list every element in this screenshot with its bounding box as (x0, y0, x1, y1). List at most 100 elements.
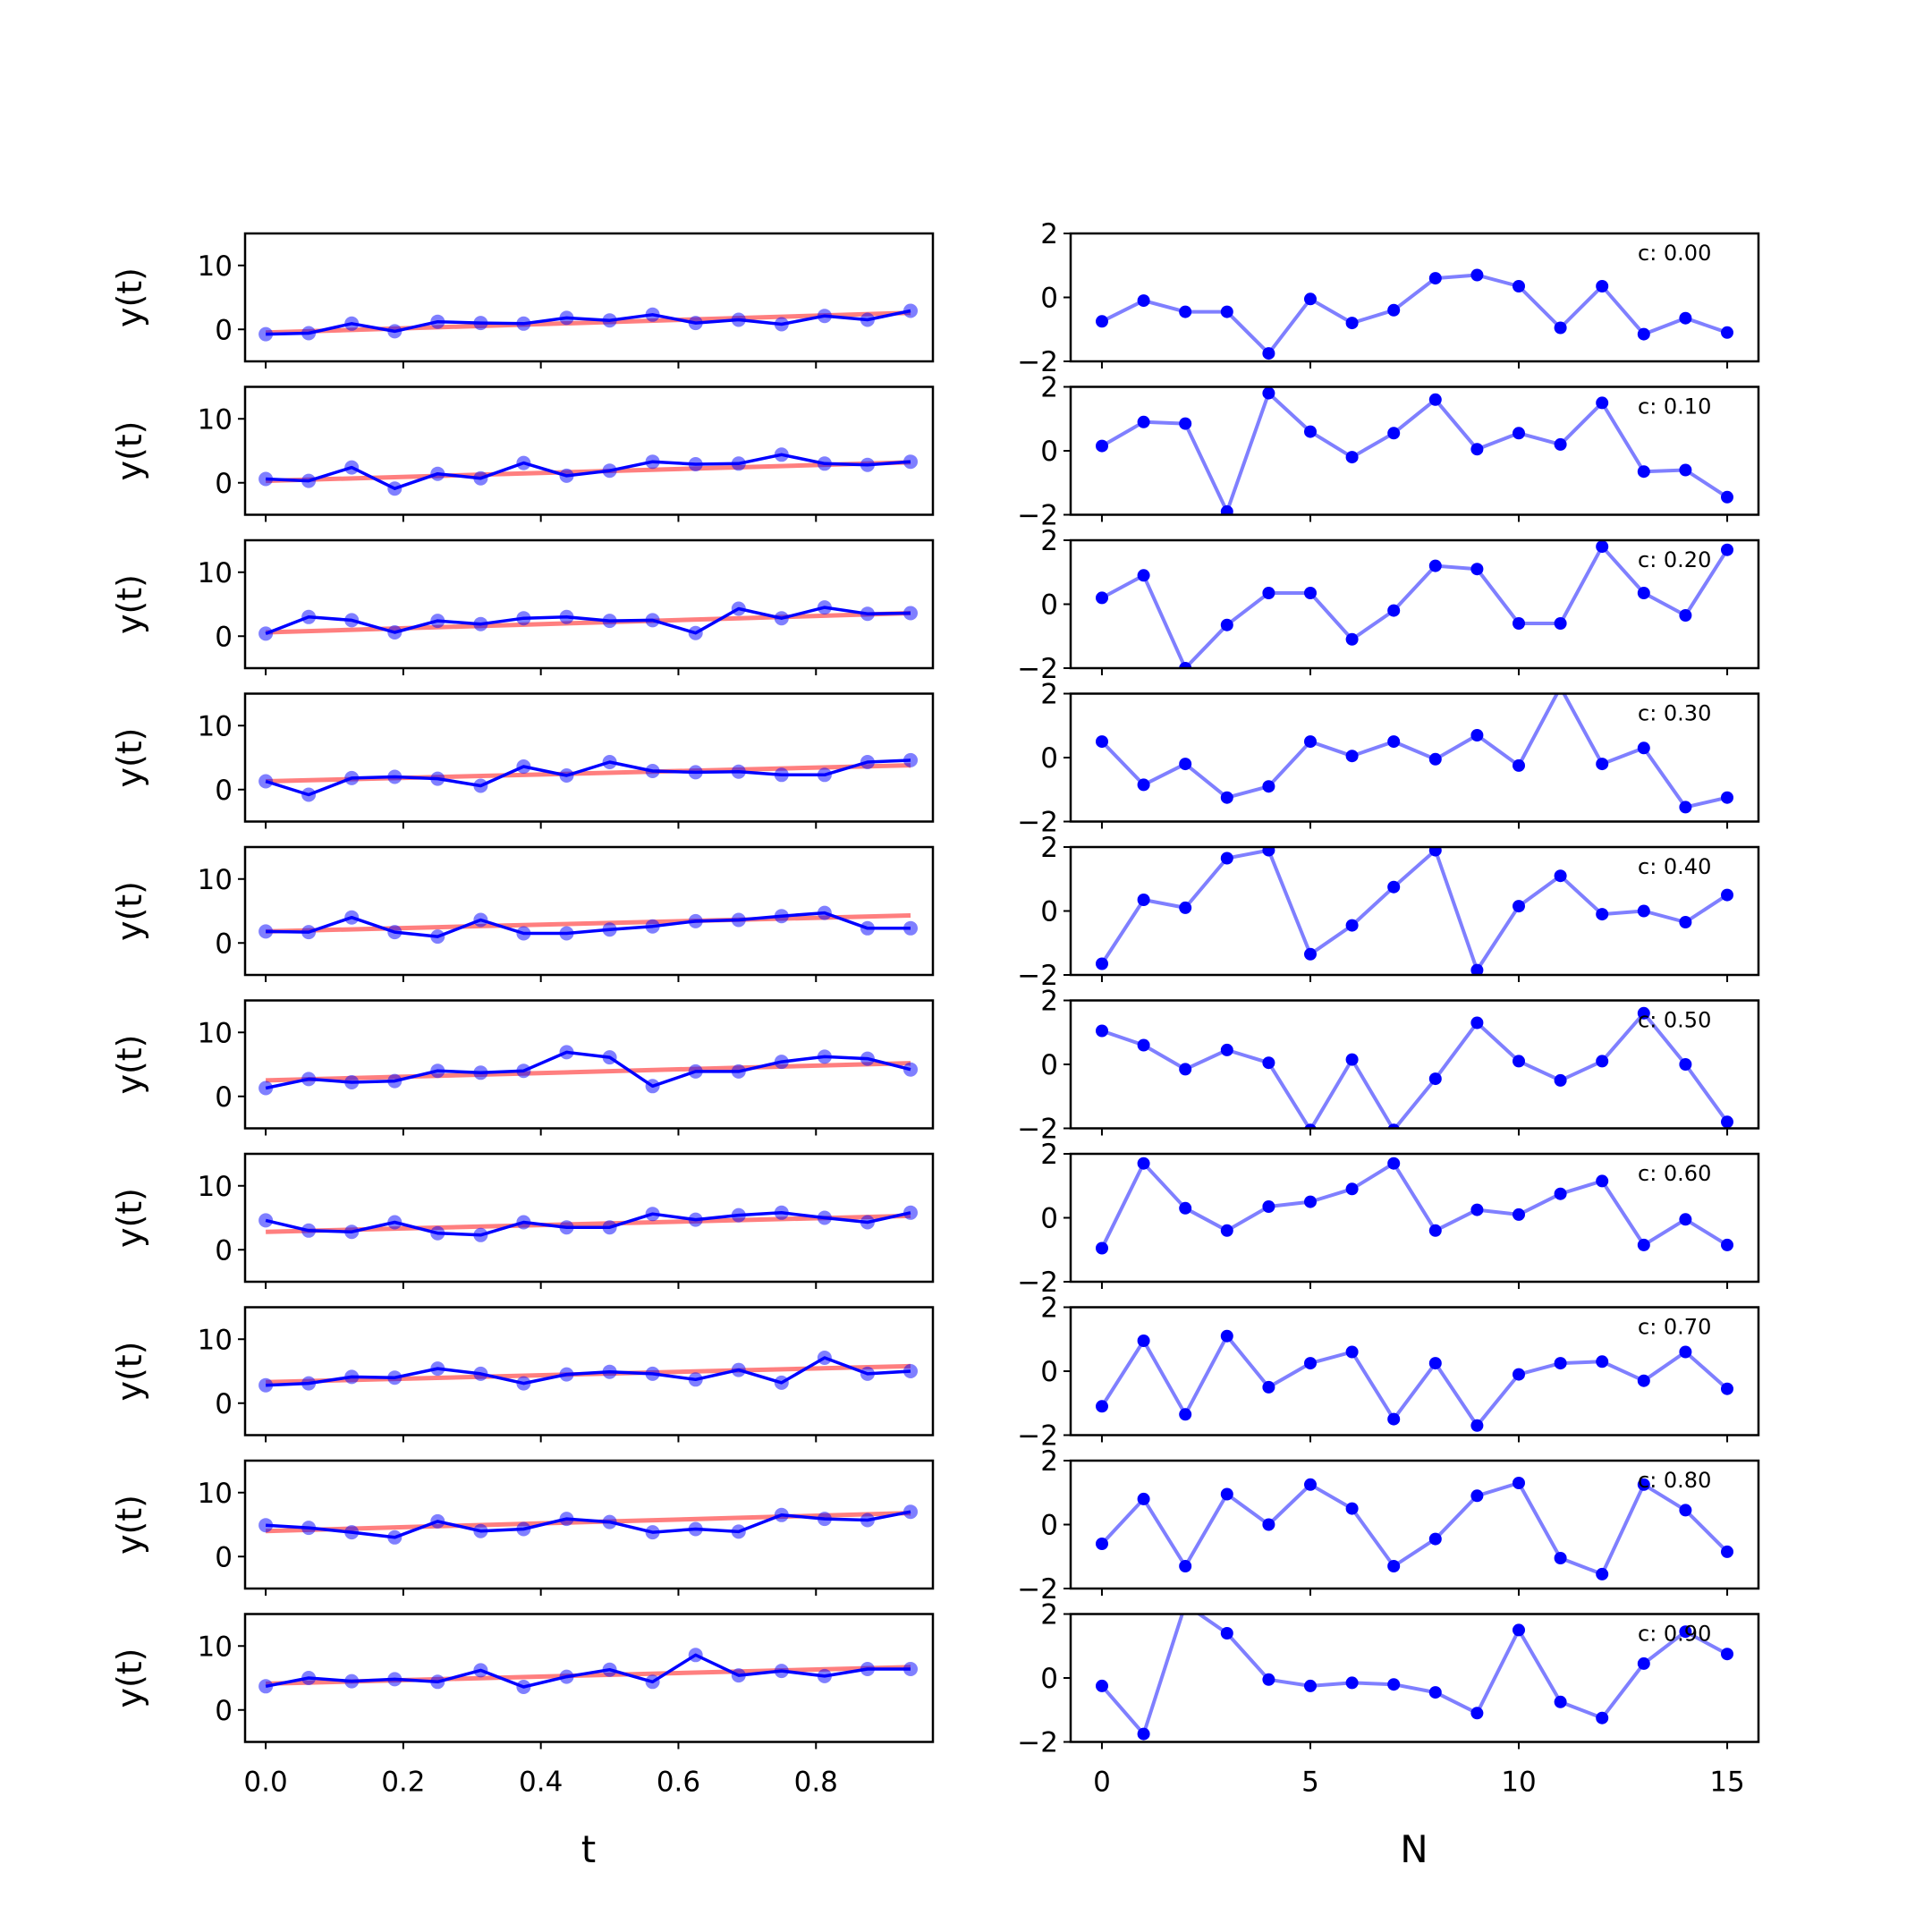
y-tick-label: 0 (215, 1541, 233, 1573)
series-point (1179, 758, 1192, 771)
x-tick-label: 0.8 (794, 1767, 838, 1799)
series-3 (1096, 681, 1733, 814)
axes-frame (243, 1152, 935, 1284)
series-point (1387, 604, 1401, 617)
series-point (1387, 303, 1401, 317)
fit-line (266, 1061, 911, 1083)
y-axis-label: y(t) (110, 574, 149, 634)
series-point (1304, 735, 1317, 749)
series-point (1679, 1504, 1692, 1517)
series-point (1637, 465, 1650, 479)
series-point (1637, 327, 1650, 341)
series-9 (1096, 1614, 1733, 1741)
series-point (1262, 780, 1275, 793)
series-point (1345, 317, 1359, 330)
y-tick-label: −2 (1017, 346, 1058, 378)
series-point (1137, 1157, 1150, 1170)
series-point (1555, 681, 1567, 693)
series-point (1220, 618, 1233, 631)
fit-line (266, 611, 911, 635)
series-point (1262, 1380, 1275, 1394)
series-point (1679, 609, 1692, 622)
series-point (1262, 847, 1275, 857)
x-tick-label: 0.0 (243, 1767, 287, 1799)
series-point (1554, 437, 1567, 451)
series-point (1304, 587, 1317, 599)
y-tick-label: 10 (198, 1631, 233, 1663)
series-point (1304, 1357, 1317, 1370)
series-point (1554, 1187, 1567, 1200)
series-point (1220, 305, 1233, 318)
series-point (1137, 894, 1150, 906)
series-point (1096, 591, 1108, 605)
series-point (1637, 587, 1650, 599)
series-1 (1096, 386, 1733, 515)
data-line (265, 606, 911, 636)
series-point (1096, 1024, 1108, 1038)
y-tick-label: −2 (1017, 1573, 1058, 1606)
y-tick-label: 0 (1040, 1663, 1058, 1695)
correlation-annotation: c: 0.40 (1638, 854, 1711, 879)
y-tick-label: −2 (1017, 1727, 1058, 1759)
series-point (1721, 888, 1733, 902)
series-point (1220, 852, 1233, 865)
series-point (1513, 1623, 1525, 1637)
y-tick-label: 0 (1040, 742, 1058, 775)
series-point (1345, 632, 1359, 646)
fit-line (266, 310, 911, 335)
y-tick-label: 0 (1040, 589, 1058, 622)
y-tick-label: 0 (1040, 1203, 1058, 1235)
series-point (1721, 326, 1733, 339)
series-point (1428, 559, 1442, 572)
left-subplot-9: 0 10 0.0 0.2 0.4 0.6 0.8 y(t) (110, 1613, 935, 1799)
y-tick-label: −2 (1017, 653, 1058, 685)
series-point (1554, 1073, 1567, 1087)
series-point (1596, 1567, 1609, 1580)
y-tick-label: 0 (215, 775, 233, 807)
axes-frame (243, 1613, 935, 1743)
series-point (1304, 1123, 1317, 1129)
y-tick-label: 0 (215, 468, 233, 500)
series-point (1513, 1368, 1525, 1381)
series-point (1220, 504, 1233, 515)
series-point (1428, 1686, 1442, 1699)
series-point (1387, 880, 1401, 894)
x-tick-label: 0 (1093, 1767, 1111, 1799)
series-line (1101, 391, 1729, 513)
series-point (1137, 294, 1150, 308)
correlation-annotation: c: 0.30 (1638, 701, 1711, 726)
series-point (1554, 617, 1567, 630)
series-point (1428, 1357, 1442, 1370)
series-point (1304, 947, 1317, 961)
series-point (1513, 427, 1525, 440)
left-subplot-8: 0 10 y(t) (110, 1459, 935, 1596)
series-line (1101, 1011, 1729, 1129)
series-point (1637, 1657, 1650, 1670)
series-point (1262, 347, 1275, 360)
series-point (1554, 1357, 1567, 1370)
series-point (1262, 1518, 1275, 1531)
series-point (1637, 904, 1650, 918)
axes-frame (243, 386, 935, 516)
y-tick-label: 10 (198, 1171, 233, 1203)
axes-frame (243, 999, 935, 1130)
series-point (1721, 1382, 1733, 1395)
series-point (1262, 386, 1275, 400)
series-8 (1096, 1477, 1733, 1580)
fit-line (266, 913, 911, 934)
fit-line (266, 1511, 911, 1534)
series-point (1470, 1489, 1484, 1503)
left-subplot-3: 0 10 y(t) (110, 692, 935, 829)
series-point (1137, 1727, 1150, 1741)
y-axis-label: y(t) (110, 1648, 149, 1707)
series-point (1596, 280, 1609, 292)
right-subplot-7: −2 0 2 c: 0.70 (1017, 1292, 1760, 1453)
y-tick-label: 0 (215, 1388, 233, 1420)
series-point (1721, 490, 1733, 504)
series-point (1679, 1213, 1692, 1226)
y-tick-label: 0 (215, 314, 233, 346)
series-line (1100, 848, 1729, 972)
series-point (1345, 1053, 1359, 1066)
left-subplot-4: 0 10 y(t) (110, 845, 935, 982)
series-6 (1096, 1157, 1733, 1255)
